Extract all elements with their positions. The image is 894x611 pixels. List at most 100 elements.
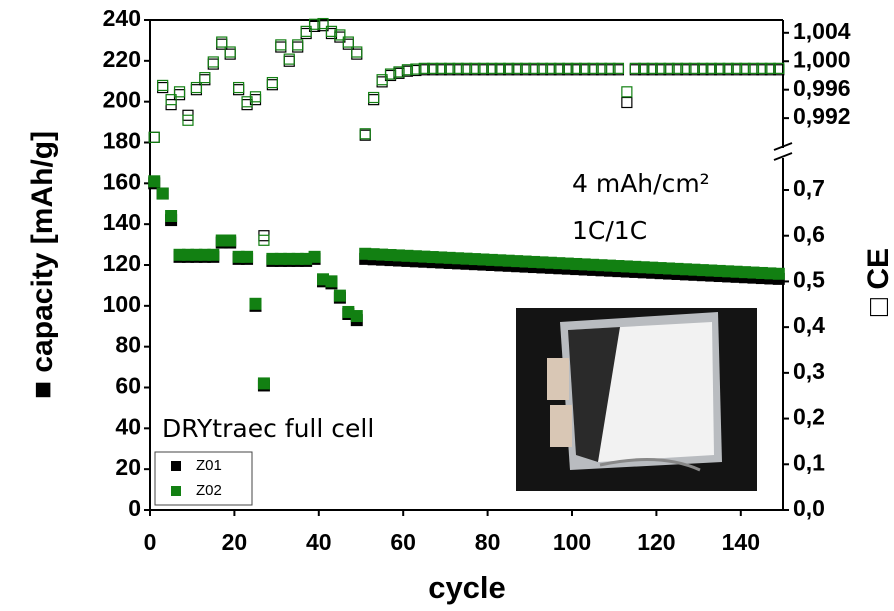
cell-photo	[516, 308, 757, 491]
y-tick-label: 160	[103, 168, 141, 194]
capacity-point	[257, 377, 270, 390]
legend-label: Z02	[196, 482, 222, 499]
y2-tick-label: 0,992	[793, 103, 851, 129]
ce-point	[258, 234, 270, 246]
ce-point	[190, 81, 203, 94]
ce-point	[249, 91, 262, 103]
ce-point	[384, 68, 397, 80]
ce-point	[266, 79, 278, 91]
ce-point	[351, 46, 363, 58]
ce-point	[764, 62, 776, 74]
ce-point	[207, 56, 219, 68]
capacity-point	[409, 250, 422, 263]
ce-point	[722, 62, 734, 74]
ce-point	[629, 62, 641, 74]
ce-point	[705, 62, 717, 74]
ce-point	[275, 41, 287, 53]
ce-point	[435, 62, 447, 74]
y2-tick-label: 0,3	[793, 358, 825, 384]
ce-point	[663, 62, 675, 74]
ce-point	[165, 94, 177, 106]
ce-point	[173, 86, 186, 98]
ce-point	[224, 48, 236, 60]
capacity-point	[156, 187, 169, 200]
ce-point	[688, 62, 700, 74]
ce-point	[325, 25, 338, 37]
ce-point	[469, 62, 481, 74]
capacity-point	[359, 247, 372, 260]
ce-point	[519, 62, 532, 74]
y-tick-label: 120	[103, 250, 141, 276]
y2-axis-title: □ CE	[862, 248, 894, 316]
ce-point	[376, 74, 388, 86]
ce-point	[773, 62, 785, 74]
ce-point	[182, 114, 194, 126]
ce-point	[199, 71, 211, 84]
y2-tick-label: 0,7	[793, 175, 825, 201]
ce-point	[233, 84, 245, 96]
ce-point	[308, 18, 321, 30]
x-tick-label: 100	[553, 529, 591, 555]
ce-point	[671, 62, 684, 74]
x-tick-label: 120	[637, 529, 675, 555]
capacity-point	[333, 289, 346, 302]
x-tick-label: 20	[222, 529, 248, 555]
ce-point	[714, 62, 726, 74]
ce-point	[680, 62, 692, 74]
annotation: 4 mAh/cm²	[572, 169, 710, 198]
ce-point	[283, 55, 295, 67]
y-tick-label: 180	[103, 128, 141, 154]
ce-point	[595, 62, 608, 74]
y2-tick-label: 0,0	[793, 495, 825, 521]
ce-point	[730, 62, 743, 74]
capacity-point	[772, 267, 785, 280]
y-tick-label: 100	[103, 291, 141, 317]
ce-point	[621, 96, 633, 109]
ce-point	[460, 62, 473, 74]
ce-point	[747, 62, 760, 74]
ce-point	[292, 41, 304, 53]
capacity-point	[308, 250, 321, 263]
ce-point	[292, 39, 304, 51]
y-axis-title: ■ capacity [mAh/g]	[26, 131, 59, 399]
y2-tick-label: 0,6	[793, 221, 825, 247]
y-tick-label: 140	[103, 209, 141, 235]
ce-point	[410, 63, 422, 75]
ce-point	[739, 62, 751, 74]
x-tick-label: 40	[306, 529, 332, 555]
y2-tick-label: 0,996	[793, 75, 851, 101]
capacity-point	[165, 210, 178, 222]
ce-point	[283, 53, 295, 65]
capacity-point	[249, 297, 262, 310]
ce-point	[275, 39, 287, 51]
ce-point	[401, 64, 414, 76]
y2-tick-label: 1,000	[793, 46, 851, 72]
ce-point	[148, 131, 160, 143]
ce-point	[444, 62, 456, 74]
ce-point	[638, 62, 650, 74]
ce-point	[393, 66, 405, 78]
capacity-point	[224, 234, 237, 247]
ce-point	[266, 76, 278, 89]
annotation: 1C/1C	[572, 216, 647, 245]
capacity-point	[207, 248, 220, 261]
y-tick-label: 80	[115, 332, 141, 358]
ce-point	[621, 86, 633, 98]
ce-point	[368, 91, 380, 104]
capacity-point	[148, 175, 161, 188]
y2-tick-label: 1,004	[793, 18, 851, 44]
x-tick-label: 0	[144, 529, 157, 555]
x-axis-title: cycle	[428, 570, 506, 605]
ce-point	[553, 62, 565, 74]
ce-point	[300, 25, 312, 37]
ce-point	[233, 81, 245, 94]
data-points	[148, 17, 785, 392]
y-tick-label: 200	[103, 87, 141, 113]
ce-point	[216, 36, 228, 48]
y-tick-label: 60	[115, 373, 141, 399]
capacity-point	[485, 253, 498, 266]
ce-point	[604, 62, 616, 74]
y2-tick-label: 0,5	[793, 267, 825, 293]
ce-point	[494, 62, 506, 74]
